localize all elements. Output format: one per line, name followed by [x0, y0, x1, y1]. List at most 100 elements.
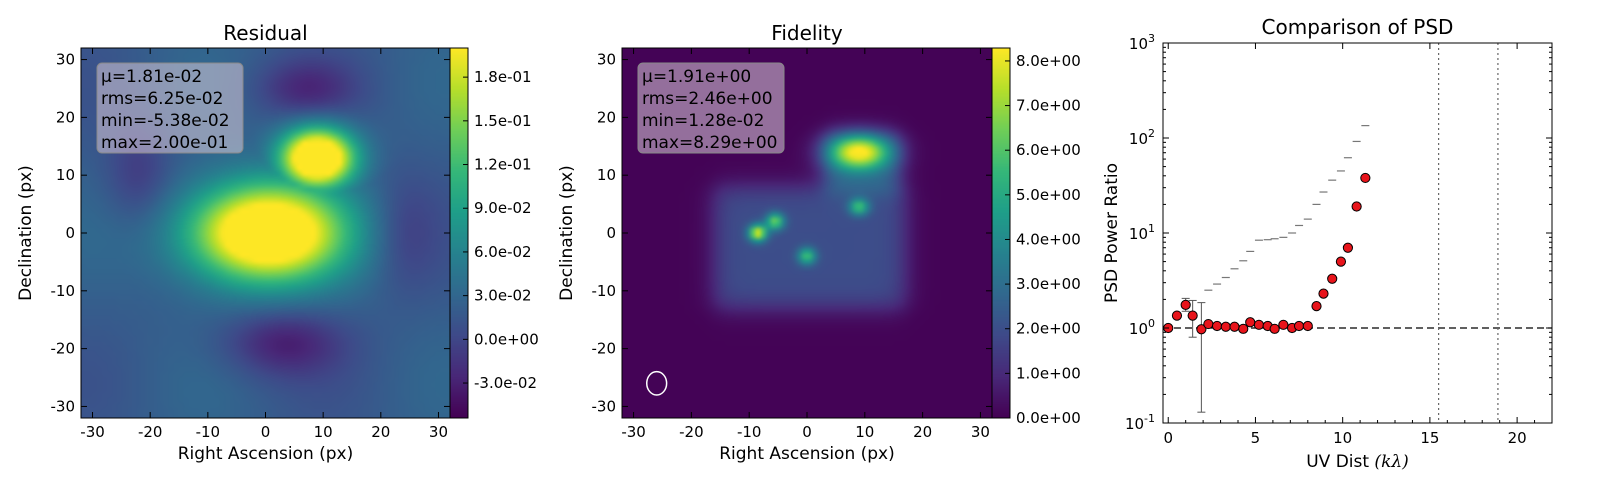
data-point: [1311, 301, 1322, 312]
y-tick-label: 30: [597, 51, 616, 69]
stats-line: rms=2.46e+00: [642, 89, 773, 109]
stats-line: μ=1.91e+00: [642, 67, 751, 87]
y-tick-label: 10: [597, 166, 616, 184]
data-point: [1318, 288, 1329, 299]
y-axis-label: Declination (px): [557, 165, 577, 301]
y-tick-label: 0: [606, 224, 616, 242]
data-point: [1351, 201, 1362, 212]
data-point: [1278, 319, 1289, 330]
data-point: [1220, 321, 1231, 332]
data-point: [1245, 317, 1256, 328]
colorbar-tick-label: 1.8e-01: [474, 68, 532, 86]
x-axis-label-text: UV Dist: [1306, 452, 1369, 472]
data-point: [1293, 320, 1305, 332]
colorbar-tick-label: 4.0e+00: [1016, 230, 1081, 248]
colorbar-tick-label: 8.0e+00: [1016, 52, 1081, 70]
y-tick-exponent: 0: [1148, 317, 1155, 330]
data-point: [1342, 242, 1354, 253]
plot-background: [1163, 43, 1552, 423]
y-tick-label: -20: [51, 340, 76, 358]
stats-line: min=1.28e-02: [642, 111, 764, 131]
data-point: [1360, 172, 1371, 184]
x-tick-label: 20: [913, 423, 932, 441]
y-tick-label: -30: [51, 397, 76, 415]
colorbar-tick-label: 1.0e+00: [1016, 364, 1081, 382]
stats-box: μ=1.81e-02rms=6.25e-02min=-5.38e-02max=2…: [96, 62, 244, 154]
y-tick-exponent: 2: [1148, 127, 1155, 140]
colorbar-tick-label: 0.0e+00: [474, 330, 539, 348]
data-point: [1187, 310, 1198, 321]
stats-line: rms=6.25e-02: [101, 89, 223, 109]
colorbar-tick-label: 1.5e-01: [474, 112, 532, 130]
y-tick-label: 101: [1129, 222, 1155, 243]
colorbar-tick-label: 0.0e+00: [1016, 409, 1081, 427]
x-tick-label: 15: [1420, 429, 1439, 447]
colorbar: -3.0e-02 0.0e+00 3.0e-02 6.0e-02 9.0e-02 1.2e…: [449, 47, 539, 419]
x-axis-label: Right Ascension (px): [178, 444, 354, 464]
x-tick-label: 5: [1251, 429, 1261, 447]
x-tick-label: 0: [1163, 429, 1173, 447]
colorbar-tick-label: 9.0e-02: [474, 199, 532, 217]
x-tick-label: 20: [371, 423, 390, 441]
x-tick-label: 30: [971, 423, 990, 441]
y-tick-base: 10: [1129, 320, 1148, 338]
y-tick-label: 102: [1129, 127, 1155, 148]
y-tick-label: 30: [56, 51, 75, 69]
colorbar-gradient: [450, 48, 468, 418]
y-tick-label: 20: [56, 108, 75, 126]
stats-line: min=-5.38e-02: [101, 111, 230, 131]
data-point: [1229, 321, 1240, 332]
colorbar-gradient: [992, 48, 1010, 418]
x-axis-label: UV Dist (kλ): [1306, 452, 1409, 472]
data-point: [1335, 256, 1347, 267]
y-tick-base: 10: [1125, 415, 1144, 433]
y-tick-base: 10: [1129, 130, 1148, 148]
data-point: [1196, 324, 1207, 335]
colorbar-tick-label: 3.0e+00: [1016, 275, 1081, 293]
y-tick-label: 100: [1129, 317, 1155, 338]
data-point: [1269, 323, 1280, 334]
colorbar-tick-label: 5.0e+00: [1016, 186, 1081, 204]
colorbar-tick-label: 2.0e+00: [1016, 320, 1081, 338]
y-tick-base: 10: [1129, 35, 1148, 53]
data-point: [1203, 318, 1214, 330]
data-point: [1180, 299, 1191, 311]
data-point: [1302, 320, 1313, 332]
x-tick-label: 30: [429, 423, 448, 441]
x-axis-label-unit: (kλ): [1369, 452, 1409, 472]
stats-box: μ=1.91e+00rms=2.46e+00min=1.28e-02max=8.…: [637, 62, 785, 154]
data-point: [1327, 273, 1338, 284]
stats-line: max=8.29e+00: [642, 133, 777, 153]
chart-title: Fidelity: [771, 21, 843, 45]
y-tick-label: 10-1: [1125, 412, 1155, 433]
x-tick-label: 0: [802, 423, 812, 441]
x-axis-label: Right Ascension (px): [719, 444, 895, 464]
beam-ellipse: [646, 370, 668, 396]
colorbar-tick-label: -3.0e-02: [474, 374, 537, 392]
colorbar-tick-label: 6.0e-02: [474, 243, 532, 261]
chart-title: Residual: [223, 21, 307, 45]
x-tick-label: -10: [196, 423, 221, 441]
y-tick-label: -10: [592, 282, 617, 300]
x-tick-label: 20: [1508, 429, 1527, 447]
colorbar-tick-label: 7.0e+00: [1016, 97, 1081, 115]
data-point: [1211, 320, 1223, 332]
colorbar: 0.0e+00 1.0e+00 2.0e+00 3.0e+00 4.0e+00 5.0e+…: [991, 47, 1081, 427]
x-tick-label: -30: [621, 423, 646, 441]
y-tick-label: -10: [51, 282, 76, 300]
y-tick-exponent: -1: [1144, 412, 1155, 425]
y-tick-label: 20: [597, 108, 616, 126]
x-tick-label: -20: [138, 423, 163, 441]
x-tick-label: -30: [80, 423, 105, 441]
y-axis-label: Declination (px): [16, 165, 36, 301]
y-tick-label: 0: [65, 224, 75, 242]
y-tick-exponent: 1: [1148, 222, 1155, 235]
heatmap-panel-2: μ=1.91e+00rms=2.46e+00min=1.28e-02max=8.…: [557, 21, 1081, 464]
x-tick-label: -20: [679, 423, 704, 441]
colorbar-tick-label: 1.2e-01: [474, 156, 532, 174]
colorbar-tick-label: 6.0e+00: [1016, 141, 1081, 159]
colorbar-tick-label: 3.0e-02: [474, 287, 532, 305]
